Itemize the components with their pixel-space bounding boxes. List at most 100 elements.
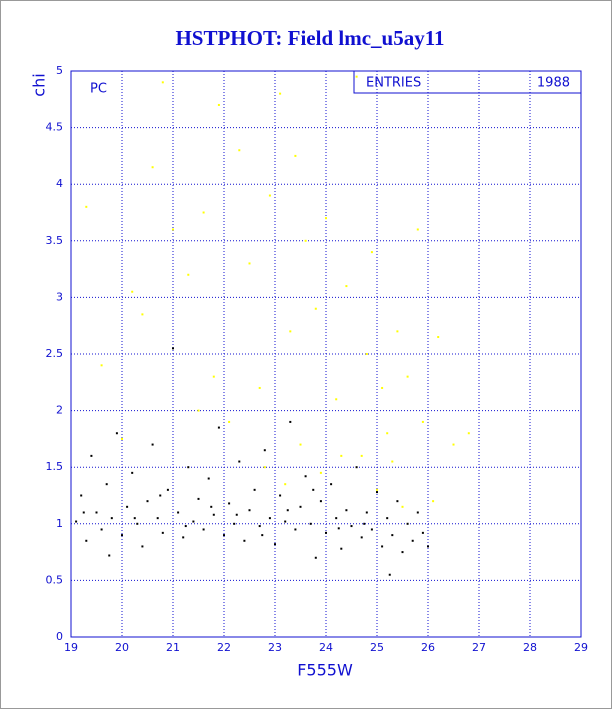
point xyxy=(95,511,98,514)
point xyxy=(391,534,394,537)
point xyxy=(151,166,154,169)
point xyxy=(161,531,164,534)
point xyxy=(136,522,139,525)
point xyxy=(376,491,378,494)
point xyxy=(90,454,93,457)
point xyxy=(217,426,220,429)
point xyxy=(85,539,88,542)
point xyxy=(172,228,174,231)
point xyxy=(325,217,327,220)
chart-title: HSTPHOT: Field lmc_u5ay11 xyxy=(175,26,444,50)
point xyxy=(110,517,113,520)
point xyxy=(235,513,238,516)
point xyxy=(360,454,363,457)
point xyxy=(401,505,404,508)
point xyxy=(177,511,180,514)
point xyxy=(355,466,358,469)
point xyxy=(223,534,225,537)
point xyxy=(121,437,123,440)
x-tick-label: 24 xyxy=(319,641,333,654)
y-tick-label: 2 xyxy=(56,404,63,417)
y-tick-label: 2.5 xyxy=(46,347,64,360)
point xyxy=(406,522,409,525)
point xyxy=(337,527,340,530)
point xyxy=(187,466,190,469)
point xyxy=(279,494,282,497)
point xyxy=(212,513,215,516)
point xyxy=(340,454,343,457)
point xyxy=(141,313,144,316)
x-tick-label: 27 xyxy=(472,641,486,654)
point xyxy=(335,517,338,520)
point xyxy=(85,205,88,208)
point xyxy=(388,573,391,576)
point xyxy=(421,531,424,534)
point xyxy=(284,520,287,523)
point xyxy=(202,528,205,531)
point xyxy=(197,409,200,412)
point xyxy=(131,471,134,474)
point xyxy=(159,494,162,497)
point xyxy=(243,539,246,542)
point xyxy=(228,420,231,423)
point xyxy=(258,386,261,389)
point xyxy=(452,443,455,446)
point xyxy=(207,477,210,480)
point xyxy=(350,525,353,528)
x-axis-label: F555W xyxy=(297,661,353,680)
point xyxy=(396,500,399,503)
point xyxy=(258,525,261,528)
point xyxy=(376,488,378,491)
point xyxy=(309,522,312,525)
point xyxy=(263,449,266,452)
point xyxy=(386,517,389,520)
point xyxy=(396,330,399,333)
point xyxy=(286,509,289,512)
point xyxy=(411,539,414,542)
point xyxy=(467,432,470,435)
x-tick-label: 23 xyxy=(268,641,282,654)
x-tick-label: 25 xyxy=(370,641,384,654)
point xyxy=(268,194,271,197)
point xyxy=(416,228,419,231)
point xyxy=(238,460,241,463)
point xyxy=(432,500,435,503)
stats-value: 1988 xyxy=(537,76,570,91)
y-tick-label: 5 xyxy=(56,64,63,77)
point xyxy=(401,551,404,554)
point xyxy=(360,536,363,539)
point xyxy=(82,511,85,514)
point xyxy=(314,556,317,559)
point xyxy=(131,290,134,293)
point xyxy=(151,443,154,446)
x-tick-label: 21 xyxy=(166,641,180,654)
point xyxy=(294,154,297,157)
point xyxy=(248,262,251,265)
point xyxy=(182,536,185,539)
point xyxy=(172,347,174,350)
point xyxy=(115,432,118,435)
point xyxy=(146,500,149,503)
point xyxy=(263,466,266,469)
point xyxy=(289,420,292,423)
point xyxy=(381,386,384,389)
point xyxy=(126,505,129,508)
point xyxy=(355,75,358,78)
x-tick-label: 22 xyxy=(217,641,231,654)
point xyxy=(108,554,111,557)
point xyxy=(141,545,144,548)
point xyxy=(304,239,307,242)
point xyxy=(268,517,271,520)
y-tick-label: 4 xyxy=(56,177,63,190)
point xyxy=(325,531,327,534)
point xyxy=(391,460,394,463)
point xyxy=(238,149,241,152)
plot-frame xyxy=(70,70,582,638)
point xyxy=(406,375,409,378)
point xyxy=(187,273,190,276)
point xyxy=(335,398,338,401)
point xyxy=(365,511,368,514)
y-tick-label: 3.5 xyxy=(46,234,64,247)
y-tick-label: 0.5 xyxy=(46,573,64,586)
